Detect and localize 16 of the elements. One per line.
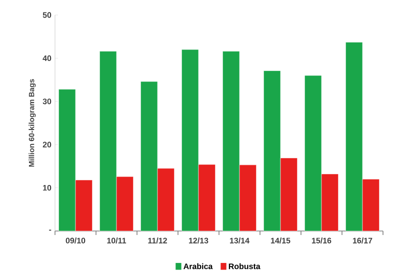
x-tick-label: 11/12: [148, 238, 167, 244]
x-tick-label: 16/17: [352, 238, 372, 244]
x-tick-label: 10/11: [107, 238, 126, 244]
x-tick-label: 14/15: [270, 238, 290, 244]
y-tick-label: 10: [43, 184, 52, 191]
y-tick-label: 50: [42, 12, 52, 18]
x-tick-label: 13/14: [230, 238, 250, 244]
x-tick-label: 15/16: [312, 238, 332, 244]
legend-label: Robusta: [228, 263, 260, 270]
y-tick-label: 20: [42, 142, 52, 148]
legend-label: Arabica: [184, 263, 213, 270]
y-tick-label: 30: [42, 98, 52, 104]
y-tick-label: -: [49, 230, 52, 231]
x-tick-label: 09/10: [66, 238, 86, 244]
x-tick-label: 12/13: [188, 238, 208, 244]
y-tick-label: 40: [42, 55, 52, 62]
